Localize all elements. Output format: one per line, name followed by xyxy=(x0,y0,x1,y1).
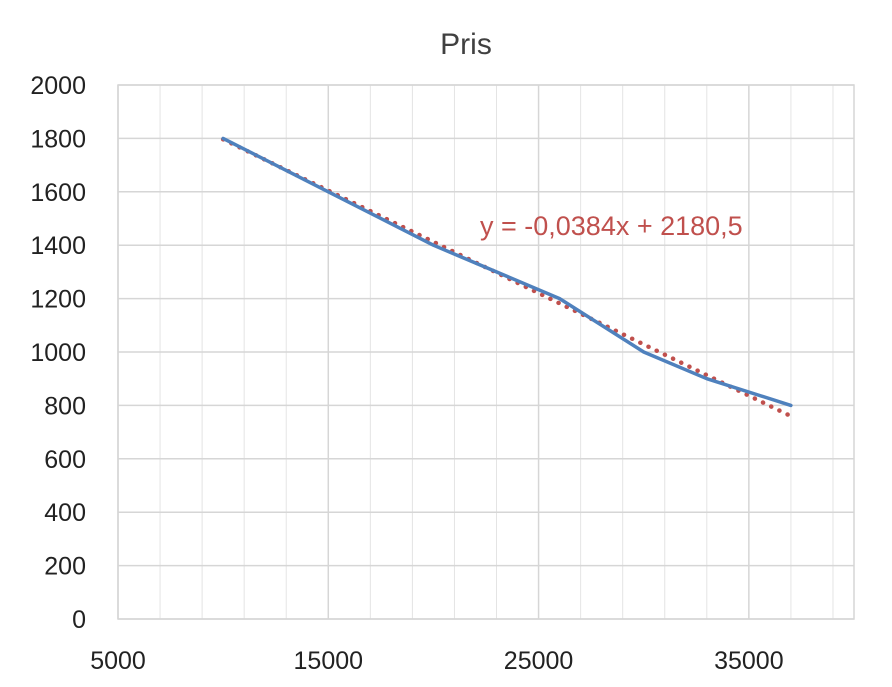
y-tick-label: 800 xyxy=(44,392,86,420)
y-tick-label: 2000 xyxy=(30,72,86,100)
chart-title: Pris xyxy=(440,28,492,61)
trendline xyxy=(220,137,794,419)
y-tick-label: 200 xyxy=(44,553,86,581)
y-tick-label: 600 xyxy=(44,446,86,474)
y-tick-label: 400 xyxy=(44,499,86,527)
y-tick-label: 1800 xyxy=(30,125,86,153)
x-tick-label: 25000 xyxy=(504,647,574,675)
y-tick-label: 1000 xyxy=(30,339,86,367)
y-tick-label: 1200 xyxy=(30,286,86,314)
y-tick-label: 0 xyxy=(72,606,86,634)
x-tick-label: 35000 xyxy=(714,647,784,675)
y-tick-label: 1600 xyxy=(30,179,86,207)
x-axis: 5000 15000 25000 35000 xyxy=(90,647,783,675)
series-line xyxy=(221,136,793,408)
trendline-equation: y = -0,0384x + 2180,5 xyxy=(480,211,743,241)
plot-area xyxy=(117,84,855,620)
y-axis: 0 200 400 600 800 1000 1200 1400 1600 1800 2000 xyxy=(30,72,86,634)
x-tick-label: 5000 xyxy=(90,647,146,675)
y-tick-label: 1400 xyxy=(30,232,86,260)
grid xyxy=(117,84,854,620)
x-tick-label: 15000 xyxy=(294,647,364,675)
